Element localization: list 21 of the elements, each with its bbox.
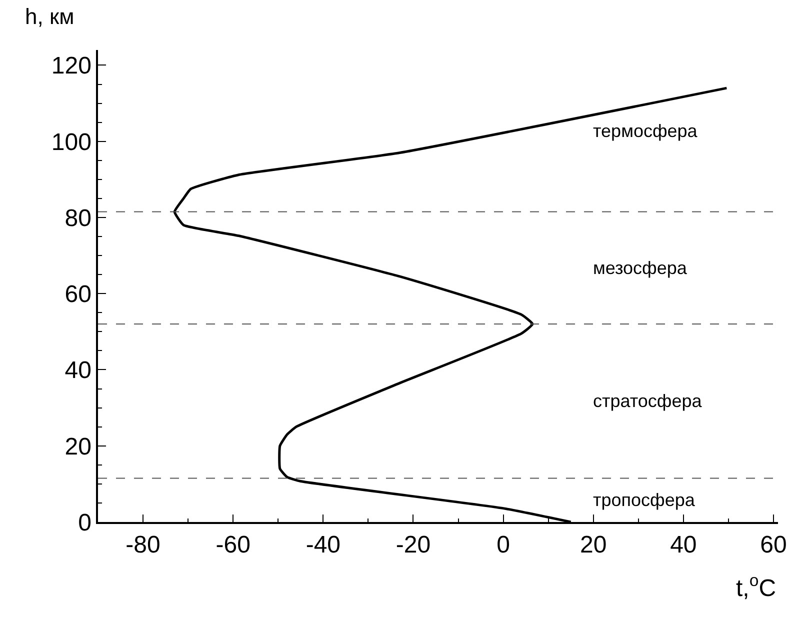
x-tick-label: -80: [126, 532, 160, 559]
x-tick-label: -40: [306, 532, 341, 559]
x-tick-label: -60: [216, 532, 250, 559]
y-tick-label: 0: [78, 509, 92, 536]
annotation: тропосфера: [593, 490, 696, 510]
x-tick-label: 60: [760, 532, 787, 559]
y-tick-label: 40: [64, 357, 92, 384]
x-tick-label: -20: [396, 532, 431, 559]
y-axis-title: h, км: [25, 4, 74, 29]
annotation: стратосфера: [593, 391, 703, 411]
x-tick-label: 20: [580, 532, 607, 559]
x-tick-label: 40: [670, 532, 697, 559]
annotation: термосфера: [593, 121, 698, 141]
y-tick-label: 20: [64, 433, 92, 460]
annotation: мезосфера: [593, 258, 688, 278]
x-axis-title: t,$^{o}$C: [736, 571, 776, 602]
y-tick-label: 80: [64, 204, 92, 232]
y-tick-label: 100: [51, 128, 92, 156]
y-tick-label: 60: [64, 281, 92, 308]
x-tick-label: 0: [496, 532, 510, 559]
y-tick-label: 120: [51, 52, 92, 80]
